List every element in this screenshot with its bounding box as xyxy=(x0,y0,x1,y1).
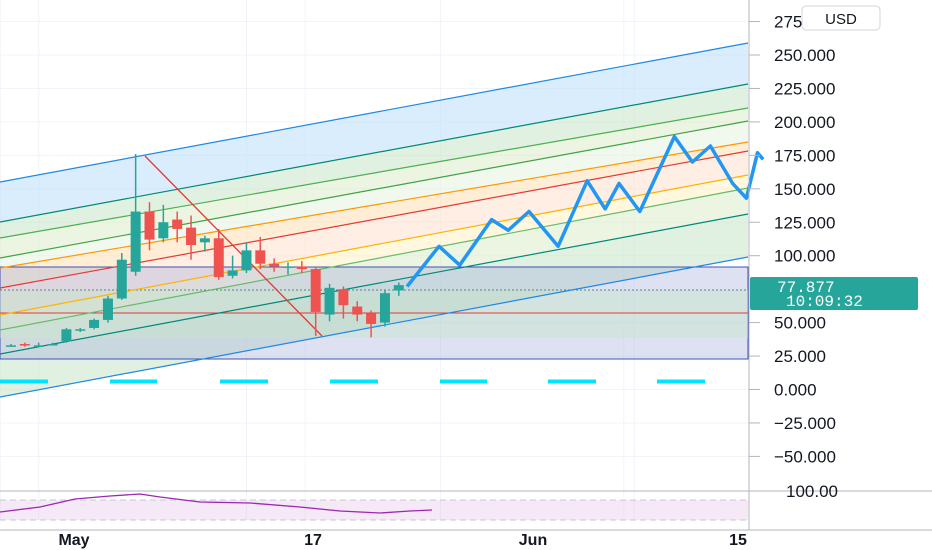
candle-body xyxy=(269,263,280,267)
bar-countdown: 10:09:32 xyxy=(786,293,863,311)
candle-body xyxy=(144,211,155,240)
date-label: 15 xyxy=(729,532,747,549)
currency-button[interactable]: USD xyxy=(801,5,881,31)
price-tick-label: 0.000 xyxy=(774,381,817,400)
candle-body xyxy=(61,329,72,342)
channel-line xyxy=(0,120,749,259)
candle-body xyxy=(19,344,30,346)
channel-line xyxy=(0,83,749,223)
last-price-tag: 77.877 10:09:32 xyxy=(750,277,918,311)
channel-fill xyxy=(0,108,748,258)
candle-body xyxy=(393,285,404,291)
candle-body xyxy=(130,211,141,272)
candle-body xyxy=(47,344,58,346)
date-label: 17 xyxy=(304,532,322,549)
projection-path xyxy=(405,134,765,288)
channel-line xyxy=(0,256,749,398)
candlestick-series xyxy=(6,154,404,347)
projection-line xyxy=(405,134,765,288)
rsi-tick-label: 100.00 xyxy=(786,482,838,501)
candle-body xyxy=(213,238,224,278)
candle-body xyxy=(227,270,238,276)
channel-line xyxy=(0,187,749,331)
channel-fill xyxy=(0,43,748,222)
candle-body xyxy=(283,266,293,268)
price-tick-label: 100.000 xyxy=(774,247,835,266)
candle-body xyxy=(186,227,197,245)
candle-body xyxy=(89,319,100,328)
candle-body xyxy=(379,293,390,323)
candle-body xyxy=(310,269,321,312)
price-tick-label: 150.000 xyxy=(774,180,835,199)
date-label: Jun xyxy=(519,532,547,549)
rsi-pane xyxy=(0,490,932,521)
price-tick-label: 25.000 xyxy=(774,347,826,366)
price-tick-label: −50.000 xyxy=(774,447,836,466)
pitchfork-lines xyxy=(0,42,749,398)
price-tick-label: 200.000 xyxy=(774,113,835,132)
rsi-band xyxy=(0,500,748,520)
price-tick-label: 175.000 xyxy=(774,146,835,165)
channel-line xyxy=(0,107,749,239)
candle-body xyxy=(324,287,335,315)
candle-body xyxy=(116,259,127,299)
candle-body xyxy=(172,219,183,229)
date-axis: May 17 Jun 15 xyxy=(0,529,932,549)
channel-line xyxy=(0,42,749,183)
price-tick-label: −25.000 xyxy=(774,414,836,433)
channel-fill xyxy=(0,142,748,288)
currency-label: USD xyxy=(825,11,857,28)
price-axis: 275.000250.000225.000200.000175.000150.0… xyxy=(748,0,838,530)
candle-body xyxy=(296,266,307,270)
candle-body xyxy=(6,345,16,347)
candle-body xyxy=(338,289,349,306)
candle-body xyxy=(75,329,86,331)
pitchfork-handle xyxy=(144,155,323,337)
channel-fill xyxy=(0,214,748,397)
last-price-value: 77.877 xyxy=(777,279,835,297)
price-tick-label: 225.000 xyxy=(774,79,835,98)
price-tick-label: 250.000 xyxy=(774,46,835,65)
candle-body xyxy=(241,250,252,271)
channel-fill xyxy=(0,151,748,315)
candle-body xyxy=(33,345,44,347)
candle-body xyxy=(199,238,210,243)
rsi-line xyxy=(0,493,433,514)
channel-line xyxy=(0,213,749,355)
channel-line xyxy=(0,141,749,269)
candle-body xyxy=(158,222,169,239)
candle-body xyxy=(366,313,377,324)
price-tick-label: 125.000 xyxy=(774,213,835,232)
candle-body xyxy=(102,298,113,320)
candle-body xyxy=(255,250,266,264)
channel-fill xyxy=(0,175,748,330)
candle-body xyxy=(352,306,363,315)
price-tick-label: 50.000 xyxy=(774,314,826,333)
date-label: May xyxy=(58,532,89,549)
